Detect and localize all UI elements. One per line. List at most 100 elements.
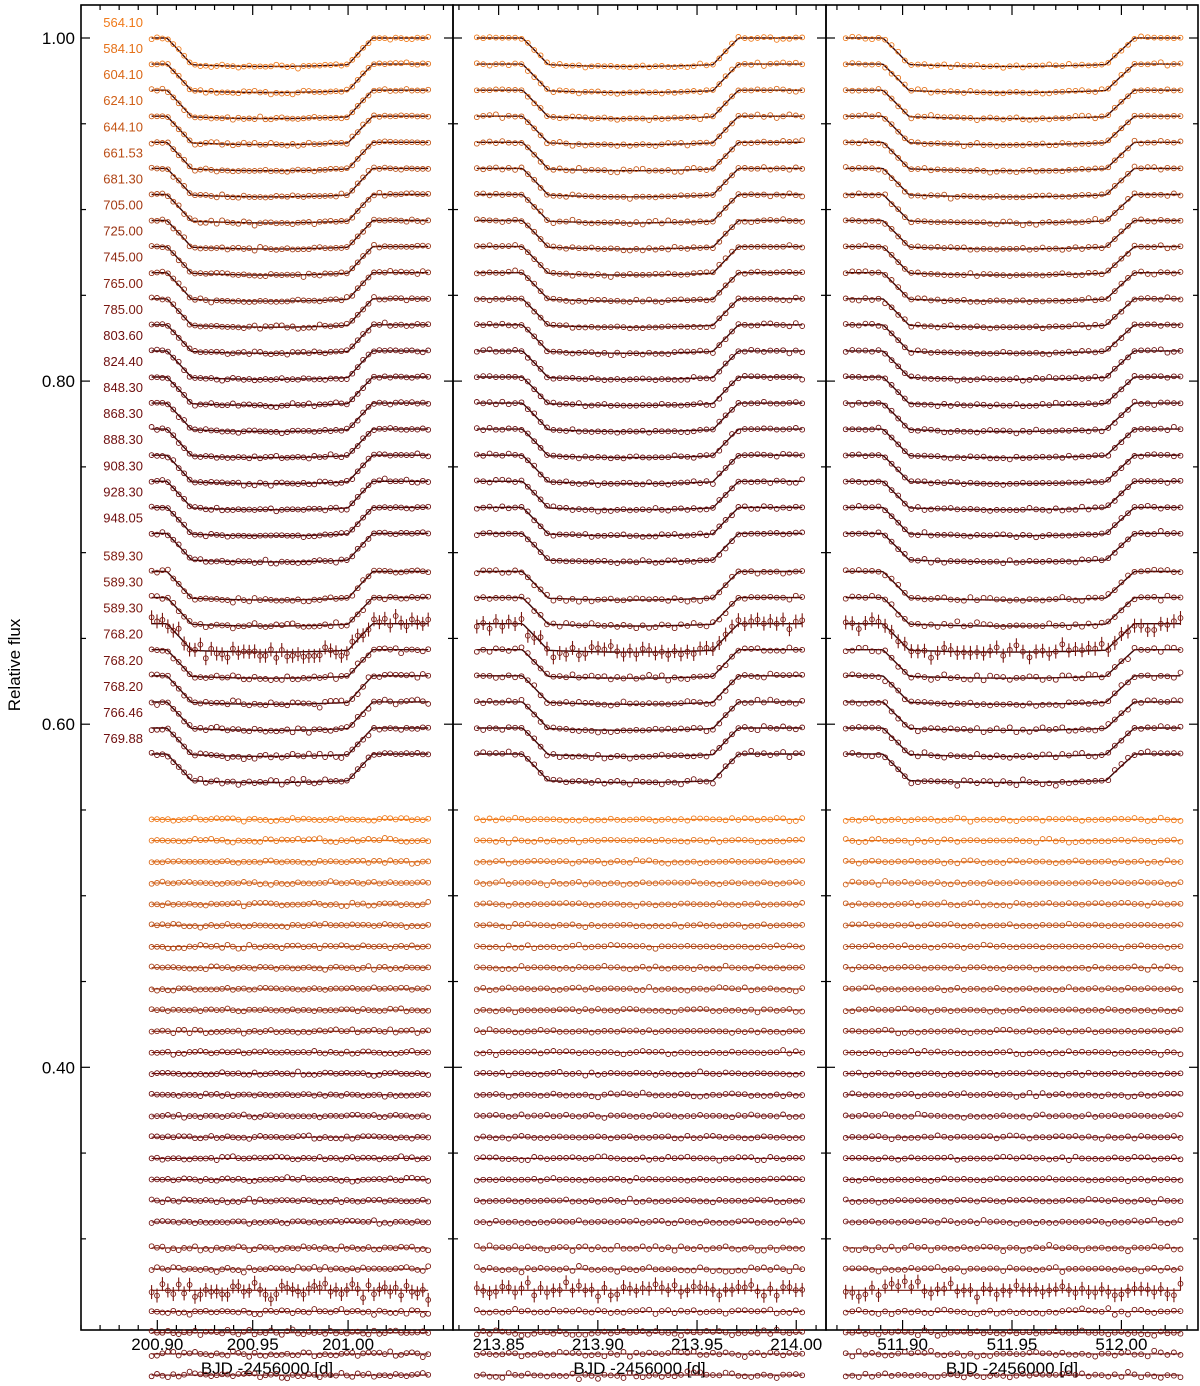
- data-point: [398, 672, 404, 678]
- data-point: [419, 191, 426, 197]
- data-point: [246, 299, 253, 305]
- residual-series: [473, 836, 806, 846]
- data-point: [652, 246, 659, 253]
- data-point: [257, 428, 263, 435]
- data-point: [518, 399, 525, 406]
- data-point: [268, 63, 274, 70]
- data-point: [175, 100, 182, 107]
- data-point: [295, 271, 301, 278]
- data-point: [748, 815, 755, 822]
- data-point: [419, 1091, 426, 1097]
- data-point: [360, 1048, 366, 1055]
- data-point: [224, 964, 231, 970]
- wavelength-label: 584.10: [103, 41, 143, 56]
- data-point: [289, 192, 296, 199]
- data-point: [170, 146, 177, 152]
- model-curve: [151, 596, 429, 627]
- data-point: [639, 62, 646, 69]
- data-point: [251, 348, 258, 355]
- residual-series: [473, 857, 806, 867]
- transit-series: [148, 34, 432, 72]
- data-point: [235, 1008, 242, 1014]
- data-point: [360, 921, 366, 928]
- data-point: [354, 180, 361, 187]
- data-point: [300, 325, 307, 331]
- data-point: [148, 243, 155, 249]
- data-point: [154, 837, 160, 843]
- data-point: [175, 177, 182, 184]
- data-point: [414, 696, 421, 703]
- data-point: [268, 91, 274, 98]
- data-point: [224, 376, 231, 383]
- data-point: [786, 268, 793, 275]
- residual-series: [148, 857, 432, 867]
- data-point: [251, 298, 258, 305]
- data-point: [170, 1371, 177, 1378]
- data-point: [257, 964, 263, 970]
- data-point: [425, 113, 432, 120]
- data-point: [398, 60, 404, 67]
- wavelength-label: 564.10: [103, 15, 143, 30]
- data-point: [295, 1245, 301, 1252]
- data-point: [322, 817, 328, 823]
- data-point: [257, 401, 263, 408]
- data-point: [354, 233, 361, 240]
- data-point: [278, 114, 285, 121]
- data-point: [257, 1220, 263, 1226]
- data-point: [316, 272, 323, 279]
- data-point: [398, 858, 404, 864]
- data-point: [165, 166, 171, 173]
- data-point: [419, 166, 426, 172]
- data-point: [633, 700, 640, 707]
- data-point: [192, 1135, 198, 1142]
- data-point: [219, 1245, 225, 1252]
- data-point: [349, 214, 356, 221]
- data-point: [316, 193, 323, 199]
- data-point: [646, 245, 652, 251]
- data-point: [262, 141, 269, 148]
- data-point: [268, 403, 274, 410]
- data-point: [419, 373, 426, 379]
- data-point: [365, 1133, 372, 1140]
- data-point: [316, 1135, 323, 1142]
- data-point: [268, 900, 274, 907]
- data-point: [240, 879, 247, 885]
- data-point: [165, 1070, 171, 1076]
- data-point: [371, 87, 377, 94]
- data-point: [607, 836, 614, 843]
- data-point: [333, 504, 339, 511]
- data-point: [398, 295, 404, 302]
- data-point: [246, 115, 253, 122]
- data-point: [181, 392, 187, 398]
- data-point: [371, 164, 377, 171]
- data-point: [409, 165, 415, 172]
- data-point: [792, 112, 799, 119]
- data-point: [354, 103, 361, 109]
- data-point: [295, 965, 301, 972]
- data-point: [213, 1309, 220, 1315]
- data-point: [246, 401, 253, 408]
- data-point: [381, 1114, 388, 1120]
- data-point: [251, 815, 258, 822]
- panel-frame: [452, 4, 827, 1331]
- data-point: [251, 247, 258, 254]
- data-point: [627, 299, 633, 305]
- data-point: [202, 401, 209, 408]
- data-point: [646, 836, 652, 843]
- data-point: [486, 859, 493, 866]
- data-point: [154, 1154, 160, 1161]
- data-point: [365, 221, 372, 228]
- data-point: [371, 1073, 377, 1079]
- data-point: [148, 1133, 155, 1140]
- data-point: [338, 115, 345, 122]
- data-point: [343, 1091, 350, 1097]
- data-point: [343, 244, 350, 250]
- data-point: [202, 1197, 209, 1203]
- data-point: [208, 64, 215, 70]
- data-point: [148, 921, 155, 928]
- data-point: [224, 63, 231, 69]
- data-point: [376, 1176, 383, 1182]
- data-point: [349, 985, 356, 991]
- data-point: [240, 1307, 247, 1314]
- data-point: [338, 348, 345, 355]
